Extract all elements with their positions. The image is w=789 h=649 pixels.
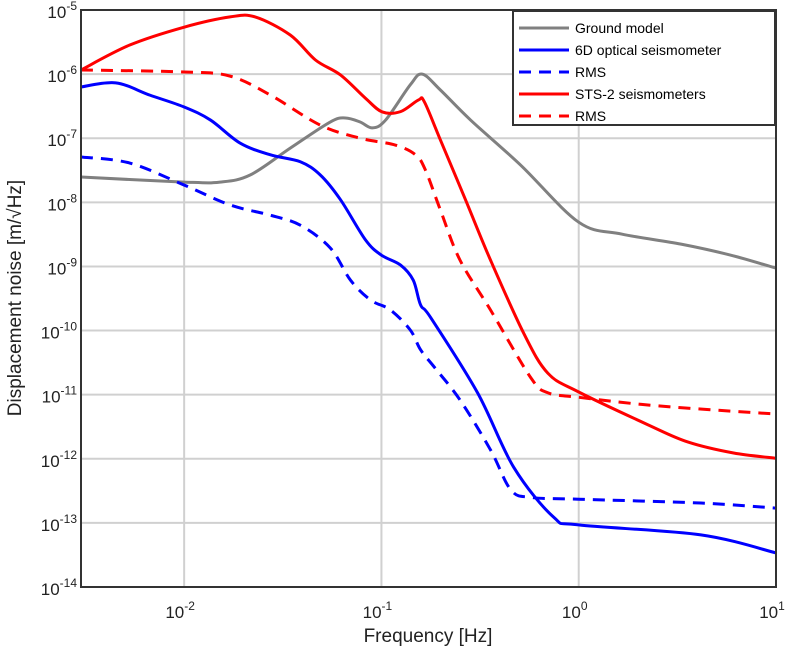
y-axis-label: Displacement noise [m/√Hz] [5,180,26,416]
series-line-2 [81,155,776,510]
legend-entry: STS-2 seismometers [575,86,706,102]
legend-entry: 6D optical seismometer [575,42,722,58]
legend-box [512,10,776,126]
legend: Ground model 6D optical seismometer RMS STS… [512,10,776,126]
x-tick-labels: 10-2 10-1 100 101 [165,599,785,622]
y-tick-label: 10-6 [47,63,77,86]
legend-entry: Ground model [575,20,664,36]
x-tick-label: 101 [759,599,785,622]
series-line-3 [81,13,776,460]
legend-entry: RMS [575,108,606,124]
y-tick-label: 10-5 [47,0,77,22]
y-tick-label: 10-10 [41,320,78,343]
x-tick-label: 10-2 [165,599,195,622]
curves [81,13,776,555]
y-tick-label: 10-14 [41,576,78,599]
y-tick-label: 10-11 [42,384,78,407]
series-line-1 [81,81,776,555]
y-tick-label: 10-12 [41,448,78,471]
y-tick-labels: 10-5 10-6 10-7 10-8 10-9 10-10 10-11 10-12 10-13… [41,0,78,599]
plot-frame [80,9,777,588]
series-line-0 [81,72,776,270]
legend-entry: RMS [575,64,606,80]
x-tick-label: 10-1 [363,599,393,622]
y-tick-label: 10-9 [47,255,77,278]
y-tick-label: 10-13 [41,512,78,535]
y-tick-label: 10-7 [47,127,77,150]
x-tick-label: 100 [562,599,588,622]
x-axis-label: Frequency [Hz] [364,626,493,647]
y-tick-label: 10-8 [47,191,77,214]
